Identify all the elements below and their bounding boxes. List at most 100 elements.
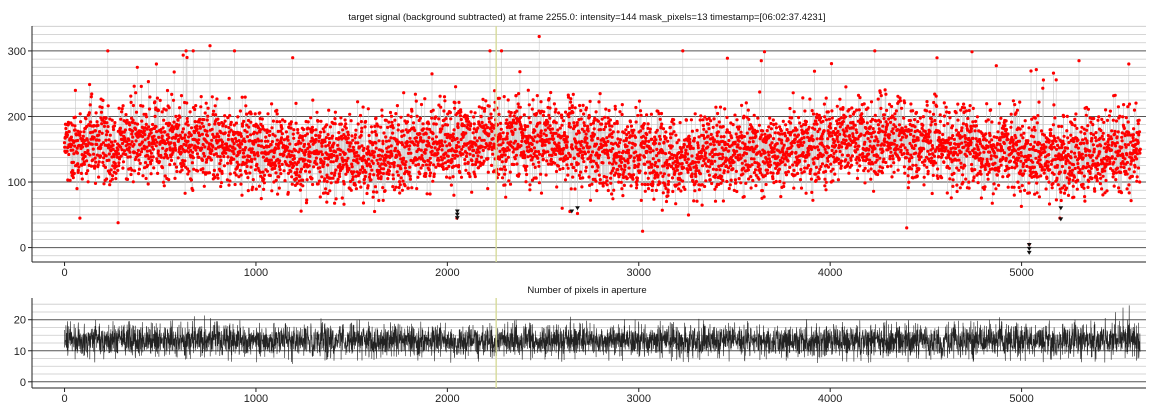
data-point: [245, 112, 249, 116]
data-point: [240, 193, 244, 197]
data-point: [539, 129, 543, 133]
data-point: [559, 157, 563, 161]
data-point: [878, 90, 882, 95]
data-point: [996, 148, 1000, 152]
data-point: [547, 137, 552, 141]
data-point: [287, 149, 291, 153]
data-point: [346, 133, 350, 137]
data-point: [398, 153, 402, 157]
data-point: [955, 183, 959, 187]
data-point: [891, 154, 895, 158]
data-point: [844, 138, 848, 142]
data-point: [328, 146, 332, 150]
data-point: [804, 120, 809, 124]
data-point: [726, 166, 731, 170]
data-point: [872, 153, 876, 157]
data-point: [384, 139, 389, 143]
data-point: [139, 150, 144, 154]
data-point: [728, 131, 732, 135]
data-point: [78, 133, 82, 137]
data-point: [951, 178, 955, 182]
data-point: [533, 135, 537, 139]
data-point: [319, 119, 323, 123]
data-point: [442, 109, 446, 113]
data-point: [428, 127, 432, 131]
data-point: [734, 169, 739, 173]
data-point: [797, 115, 801, 120]
data-point: [321, 165, 325, 169]
data-point: [653, 135, 657, 139]
data-point: [869, 100, 874, 104]
data-point: [75, 146, 79, 150]
data-point: [67, 152, 71, 157]
data-point: [502, 165, 506, 169]
data-point: [648, 130, 652, 134]
data-point: [547, 141, 551, 145]
data-point: [375, 158, 379, 162]
data-point: [684, 148, 688, 152]
data-point: [443, 140, 447, 144]
data-point: [389, 136, 393, 140]
data-point: [681, 179, 685, 183]
data-point: [70, 123, 74, 127]
data-point: [335, 180, 340, 184]
data-point: [416, 162, 421, 167]
data-point: [364, 119, 368, 124]
data-point: [539, 172, 543, 176]
data-point: [323, 177, 327, 181]
data-point: [247, 125, 251, 129]
data-point: [706, 145, 710, 149]
data-point: [800, 137, 804, 141]
data-point: [222, 154, 226, 159]
data-point: [348, 144, 352, 148]
data-point: [772, 146, 776, 150]
data-point: [545, 159, 549, 163]
data-point: [553, 161, 557, 165]
data-point: [301, 138, 305, 142]
data-point: [203, 111, 207, 115]
data-point: [922, 183, 926, 187]
data-point: [909, 128, 913, 132]
data-point: [779, 195, 783, 199]
data-point: [778, 125, 782, 129]
data-point: [703, 115, 707, 119]
data-point: [643, 171, 648, 175]
data-point: [297, 179, 301, 183]
data-point: [546, 150, 550, 154]
data-point: [202, 154, 207, 158]
data-point: [577, 131, 581, 135]
data-point: [306, 120, 310, 124]
data-point: [778, 150, 782, 154]
data-point: [431, 131, 435, 136]
data-point: [829, 169, 833, 173]
data-point: [707, 173, 712, 177]
data-point: [883, 130, 888, 134]
data-point: [163, 130, 167, 134]
data-point: [780, 138, 784, 142]
data-point: [972, 147, 976, 151]
data-point: [492, 108, 496, 112]
data-point: [641, 229, 645, 233]
data-point: [881, 166, 885, 170]
data-point: [374, 141, 378, 145]
data-point: [471, 131, 475, 135]
data-point: [499, 127, 503, 131]
data-point: [702, 148, 706, 152]
data-point: [245, 135, 250, 139]
data-point: [393, 146, 398, 150]
data-point: [441, 124, 445, 128]
data-point: [353, 154, 357, 158]
data-point: [741, 172, 745, 176]
data-point: [254, 187, 258, 191]
data-point: [428, 174, 432, 178]
data-point: [300, 148, 304, 153]
data-point: [818, 167, 822, 171]
data-point: [701, 144, 705, 148]
data-point: [387, 145, 391, 149]
data-point: [359, 120, 363, 124]
data-point: [360, 144, 364, 148]
data-point: [824, 118, 829, 122]
data-point: [881, 160, 885, 164]
data-point: [607, 108, 611, 113]
data-point: [389, 149, 393, 153]
